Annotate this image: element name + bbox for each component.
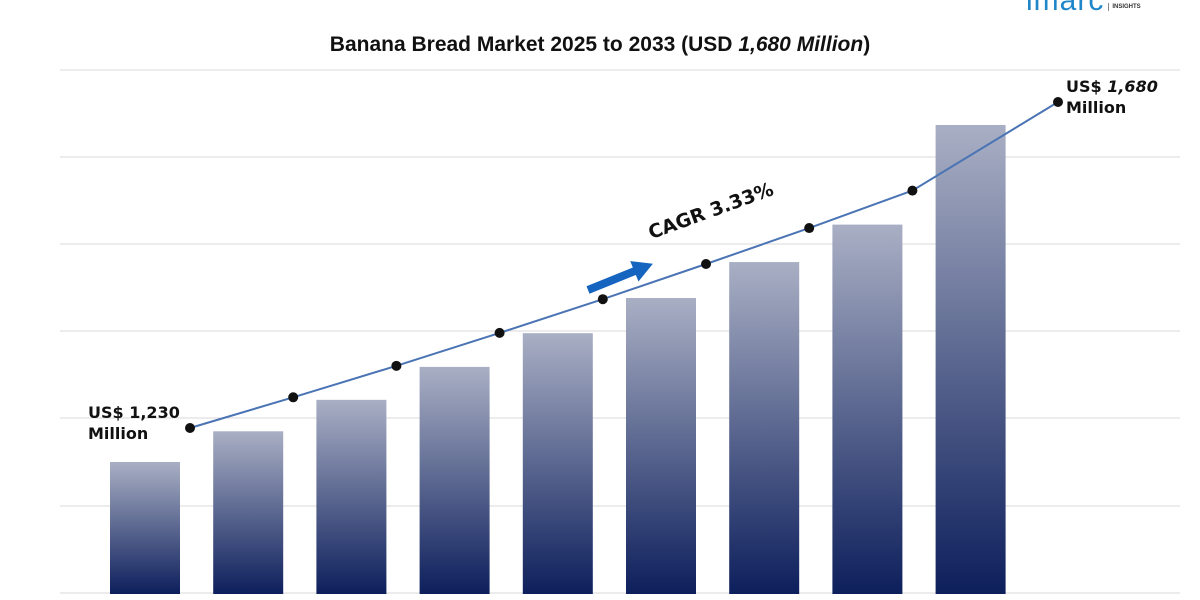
logo-insights-text: INSIGHTS [1108,3,1141,11]
trend-line [185,97,1063,433]
chart-title: Banana Bread Market 2025 to 2033 (USD 1,… [0,33,1200,57]
bars [110,125,1006,594]
bar-2032 [832,224,903,594]
end-value-prefix: US$ [1066,77,1108,96]
bar-2026 [213,431,284,594]
start-value-line1: US$ 1,230 [88,403,180,422]
title-value: 1,680 Million [738,33,864,56]
arrow-shaft [586,266,638,294]
end-value-line2: Million [1066,98,1127,117]
imarc-logo: imarc INSIGHTS [1026,0,1141,16]
bar-2029 [522,333,593,594]
trend-point-2026 [288,392,299,403]
title-prefix: Banana Bread Market 2025 to 2033 (USD [329,33,739,56]
start-value-label: US$ 1,230 Million [88,402,180,444]
bar-2030 [626,297,696,594]
bar-2025 [110,462,180,594]
bar-2027 [316,399,387,594]
trend-point-2028 [494,327,505,338]
bar-2031 [729,262,800,594]
end-value-label: US$ 1,680 Million [1066,76,1158,118]
trend-point-2031 [804,223,815,234]
trend-point-2033 [1053,97,1063,107]
title-suffix: ) [863,33,871,56]
cagr-arrow [586,261,653,294]
trend-point-2030 [701,258,711,269]
trend-point-2029 [597,294,608,305]
bar-2028 [419,366,490,594]
arrow-head-icon [630,261,653,282]
trend-point-2025 [185,423,195,433]
trend-point-2027 [391,360,402,371]
bar-2033 [935,125,1006,594]
end-value-number: 1,680 [1107,77,1158,96]
trend-polyline [189,101,1059,429]
trend-point-2032 [907,185,918,196]
end-value-line1: US$ 1,680 [1066,76,1158,97]
logo-wordmark: imarc [1026,0,1105,17]
start-value-line2: Million [88,424,149,443]
